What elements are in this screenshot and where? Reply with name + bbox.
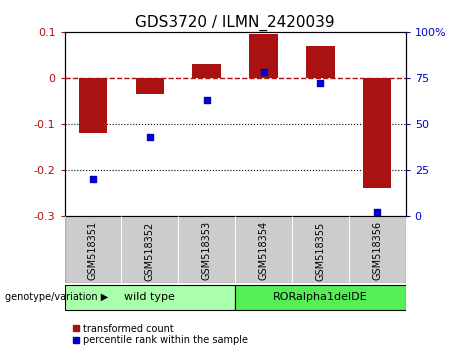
Text: genotype/variation ▶: genotype/variation ▶ xyxy=(5,292,108,302)
Bar xyxy=(249,34,278,78)
Title: GDS3720 / ILMN_2420039: GDS3720 / ILMN_2420039 xyxy=(135,14,335,30)
Bar xyxy=(235,216,292,283)
Text: GSM518354: GSM518354 xyxy=(259,221,269,280)
Bar xyxy=(306,46,335,78)
Text: GSM518352: GSM518352 xyxy=(145,221,155,281)
Point xyxy=(260,69,267,75)
Text: GSM518355: GSM518355 xyxy=(315,221,325,281)
Bar xyxy=(178,216,235,283)
Bar xyxy=(193,64,221,78)
Point xyxy=(317,81,324,86)
Bar xyxy=(292,216,349,283)
Text: wild type: wild type xyxy=(124,292,175,302)
Legend: transformed count, percentile rank within the sample: transformed count, percentile rank withi… xyxy=(70,320,252,349)
Bar xyxy=(235,285,406,310)
Bar xyxy=(79,78,107,133)
Bar xyxy=(349,216,406,283)
Bar xyxy=(363,78,391,188)
Text: GSM518356: GSM518356 xyxy=(372,221,382,280)
Point xyxy=(203,97,210,103)
Point xyxy=(89,176,97,182)
Bar xyxy=(121,216,178,283)
Text: GSM518351: GSM518351 xyxy=(88,221,98,280)
Point xyxy=(146,134,154,139)
Bar xyxy=(136,78,164,94)
Text: GSM518353: GSM518353 xyxy=(201,221,212,280)
Bar xyxy=(65,216,121,283)
Point xyxy=(373,210,381,215)
Text: RORalpha1delDE: RORalpha1delDE xyxy=(273,292,368,302)
Bar xyxy=(65,285,235,310)
